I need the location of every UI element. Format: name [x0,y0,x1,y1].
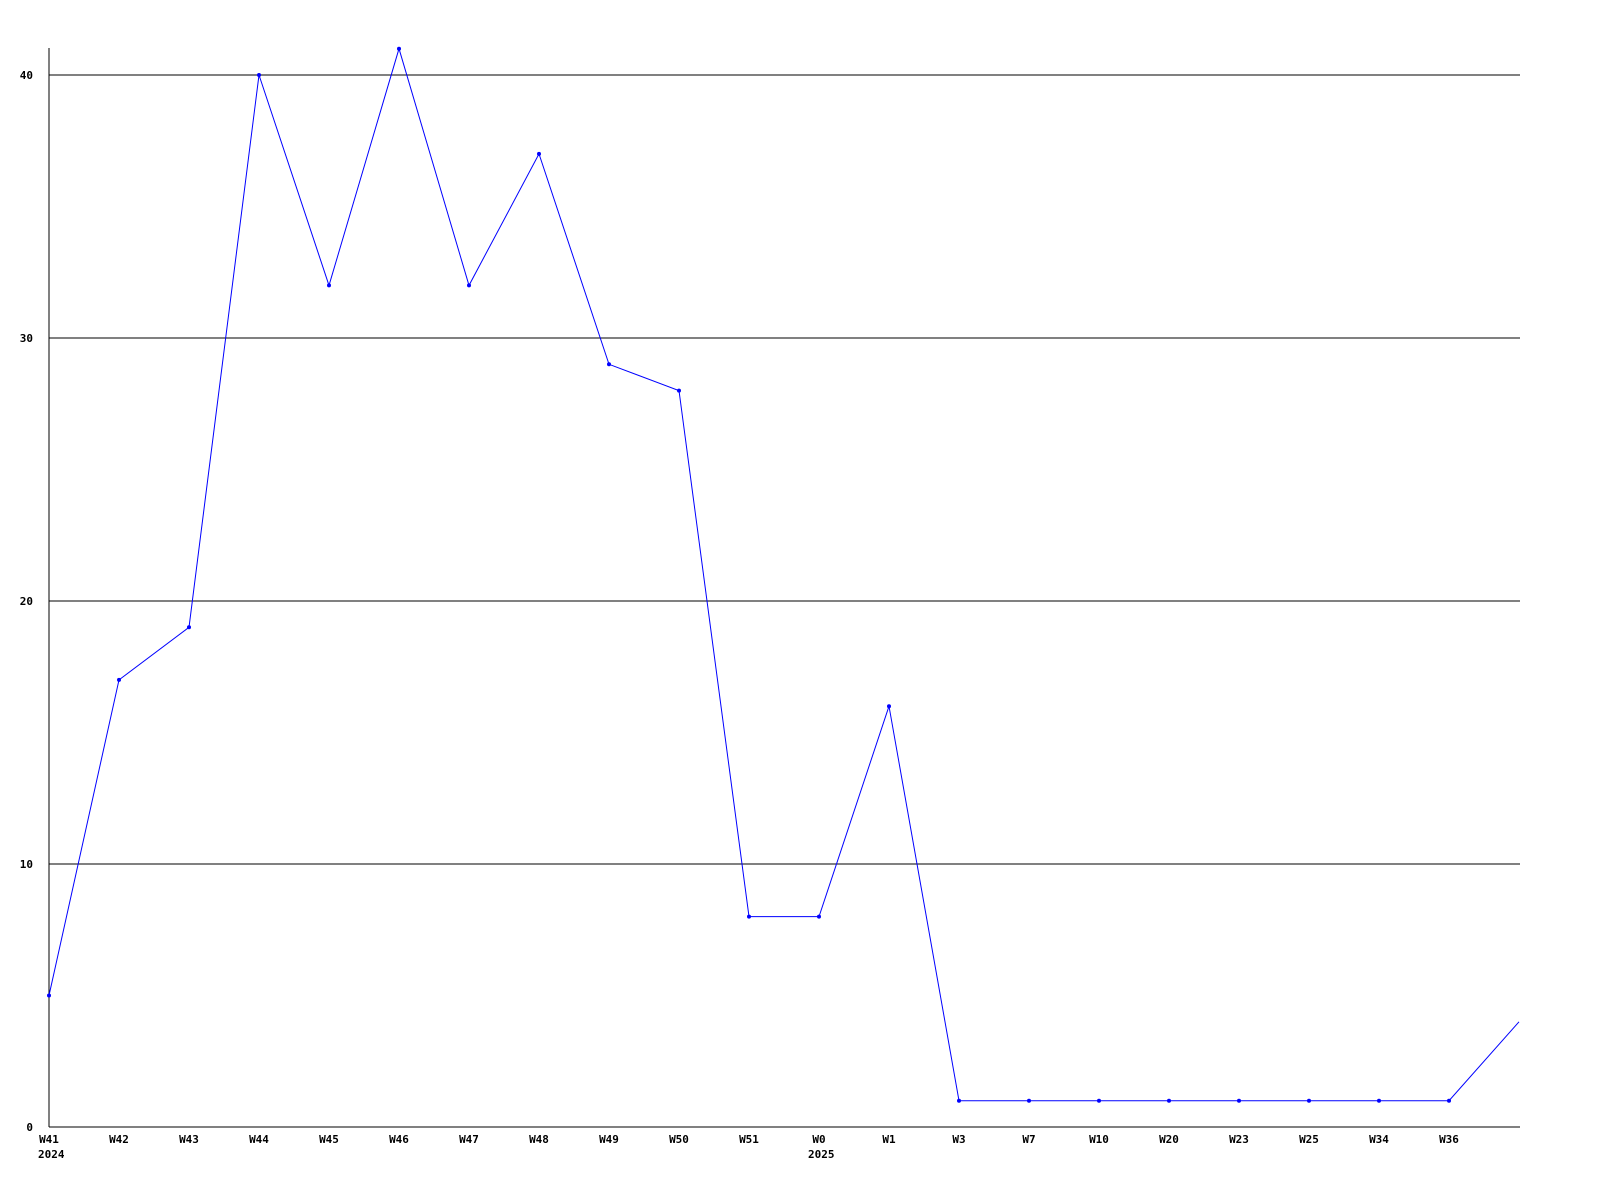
y-tick-label: 10 [20,858,33,871]
x-tick-label: W23 [1229,1133,1249,1146]
x-tick-label: W25 [1299,1133,1319,1146]
data-point [537,151,541,156]
x-year-label: 2024 [38,1148,65,1161]
x-tick-label: W46 [389,1133,409,1146]
data-point [1447,1098,1451,1103]
series-line [48,46,1520,1102]
x-tick-label: W42 [109,1133,129,1146]
data-point [747,914,751,919]
data-point [677,388,681,393]
data-point [1307,1098,1311,1103]
data-point [467,283,471,288]
data-point [397,46,401,51]
data-point [1097,1098,1101,1103]
x-tick-label: W0 [812,1133,825,1146]
data-point [187,625,191,630]
data-point [117,677,121,682]
data-point [817,914,821,919]
y-tick-label: 40 [20,69,33,82]
x-tick-label: W44 [249,1133,269,1146]
y-tick-label: 20 [20,595,33,608]
x-tick-label: W7 [1022,1133,1035,1146]
x-tick-label: W50 [669,1133,689,1146]
data-point [327,283,331,288]
x-tick-label: W48 [529,1133,549,1146]
x-tick-label: W41 [39,1133,59,1146]
data-point [1237,1098,1241,1103]
data-point [47,993,51,998]
x-tick-label: W10 [1089,1133,1109,1146]
data-point [607,362,611,367]
x-tick-label: W34 [1369,1133,1389,1146]
y-tick-label: 30 [20,332,33,345]
x-tick-label: W3 [952,1133,965,1146]
data-point [957,1098,961,1103]
x-year-label: 2025 [808,1148,835,1161]
x-tick-label: W47 [459,1133,479,1146]
x-tick-label: W49 [599,1133,619,1146]
data-point [1167,1098,1171,1103]
x-tick-label: W51 [739,1133,759,1146]
x-tick-label: W45 [319,1133,339,1146]
x-tick-label: W1 [882,1133,896,1146]
data-point [1377,1098,1381,1103]
data-point [257,73,261,77]
data-point [1027,1098,1031,1103]
x-tick-label: W43 [179,1133,199,1146]
x-tick-label: W36 [1439,1133,1459,1146]
x-tick-label: W20 [1159,1133,1179,1146]
data-point [887,704,891,709]
y-tick-label: 0 [26,1121,33,1134]
